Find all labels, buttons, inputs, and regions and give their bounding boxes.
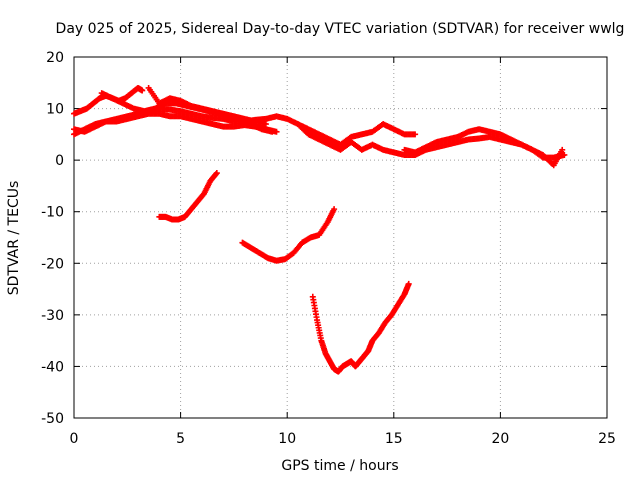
x-axis-label: GPS time / hours — [281, 458, 398, 474]
y-tick-label: -20 — [41, 256, 64, 272]
plot-area-frame — [73, 56, 608, 419]
x-tick-label: 15 — [385, 431, 403, 447]
series-track-8 — [156, 170, 220, 223]
y-tick-label: 0 — [55, 153, 64, 169]
x-tick-label: 0 — [70, 431, 79, 447]
series-track-4 — [145, 84, 269, 128]
series-track-6 — [294, 121, 419, 148]
y-tick-label: -50 — [41, 411, 64, 427]
data-point — [559, 146, 566, 153]
y-tick-label: -40 — [41, 359, 64, 375]
y-tick-label: -10 — [41, 205, 64, 221]
data-point — [139, 87, 146, 94]
data-point — [331, 206, 338, 213]
data-series — [71, 84, 568, 375]
x-tick-label: 5 — [176, 431, 185, 447]
series-track-10 — [309, 280, 412, 375]
y-tick-label: 10 — [46, 102, 64, 118]
data-point — [273, 128, 280, 135]
data-point — [213, 170, 220, 177]
data-point — [405, 280, 412, 287]
series-track-5 — [71, 110, 280, 138]
x-tick-label: 20 — [491, 431, 509, 447]
data-point — [262, 121, 269, 128]
series-track-9 — [239, 206, 338, 264]
chart-title: Day 025 of 2025, Sidereal Day-to-day VTE… — [56, 21, 625, 37]
x-tick-label: 10 — [278, 431, 296, 447]
y-tick-label: -30 — [41, 308, 64, 324]
data-point — [412, 131, 419, 138]
x-tick-label: 25 — [598, 431, 616, 447]
y-tick-label: 20 — [46, 50, 64, 66]
axis-ticks: 0 5 10 15 20 25 -50 -40 -30 -20 -10 0 10 20 — [41, 50, 616, 447]
series-track-7 — [401, 126, 566, 169]
data-point — [561, 151, 568, 158]
y-axis-label: SDTVAR / TECUs — [6, 181, 22, 296]
